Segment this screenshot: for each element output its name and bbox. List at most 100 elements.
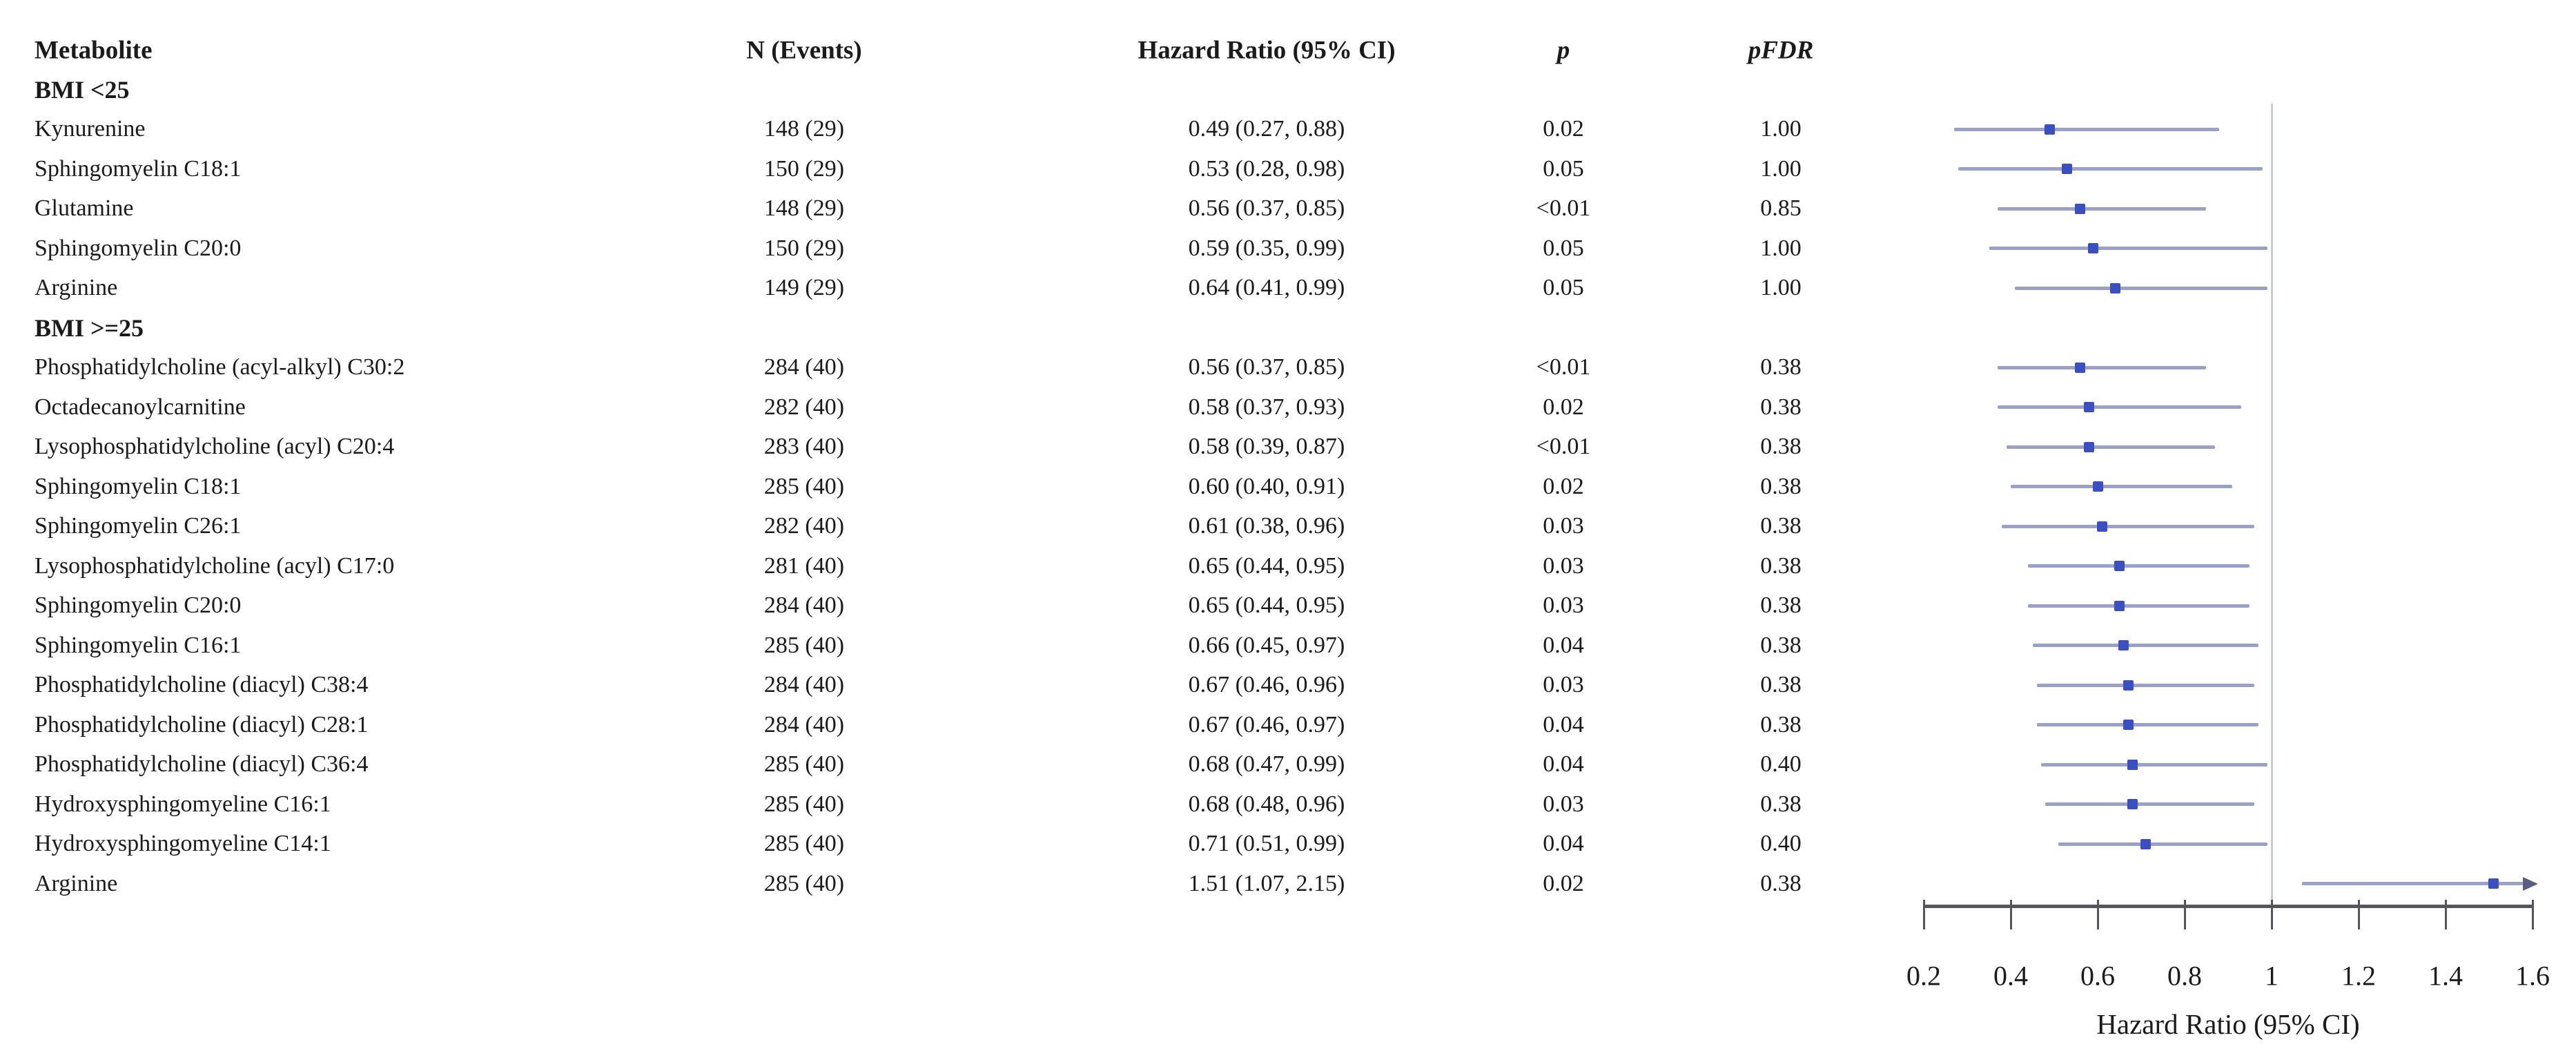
table-row: Sphingomyelin C18:1 285 (40) 0.60 (0.40, 0…	[0, 467, 2576, 506]
metabolite-name: Arginine	[35, 870, 118, 896]
hr-point-marker	[2083, 402, 2094, 412]
table-row: Octadecanoylcarnitine 282 (40) 0.58 (0.37,…	[0, 387, 2576, 427]
ci-line	[2032, 644, 2259, 647]
p-value: 0.03	[1543, 791, 1584, 817]
n-events-value: 150 (29)	[763, 155, 845, 182]
reference-line	[2270, 104, 2273, 905]
hr-ci-value: 0.61 (0.38, 0.96)	[1188, 513, 1345, 539]
metabolite-name: Lysophosphatidylcholine (acyl) C17:0	[35, 552, 395, 579]
hr-ci-value: 0.53 (0.28, 0.98)	[1188, 155, 1345, 182]
p-value: 0.02	[1543, 116, 1584, 142]
hr-point-marker	[2123, 720, 2134, 730]
table-row: Sphingomyelin C20:0 150 (29) 0.59 (0.35, 0…	[0, 229, 2576, 268]
forest-row	[0, 546, 2576, 586]
n-events-value: 148 (29)	[763, 195, 845, 221]
n-events-value: 285 (40)	[763, 473, 845, 499]
metabolite-name: Phosphatidylcholine (acyl-alkyl) C30:2	[35, 354, 405, 380]
col-header-p: p	[1557, 36, 1570, 64]
pfdr-value: 0.38	[1760, 632, 1802, 658]
forest-row	[0, 705, 2576, 744]
hr-point-marker	[2127, 799, 2138, 809]
ci-line	[1998, 365, 2207, 369]
hr-point-marker	[2127, 759, 2138, 770]
p-value: 0.04	[1543, 831, 1584, 856]
metabolite-name: Arginine	[35, 275, 118, 300]
hr-ci-value: 0.58 (0.39, 0.87)	[1188, 434, 1345, 459]
n-events-value: 281 (40)	[763, 552, 845, 579]
hr-ci-value: 0.49 (0.27, 0.88)	[1188, 116, 1345, 142]
p-value: 0.03	[1543, 592, 1584, 618]
hr-point-marker	[2075, 203, 2086, 214]
hr-ci-value: 0.59 (0.35, 0.99)	[1188, 235, 1345, 261]
hr-point-marker	[2045, 124, 2056, 135]
ci-line	[2036, 683, 2254, 687]
col-header-pfdr: pFDR	[1748, 36, 1814, 64]
hr-point-marker	[2123, 680, 2134, 691]
forest-row	[0, 825, 2576, 864]
metabolite-name: Phosphatidylcholine (diacyl) C28:1	[35, 711, 369, 738]
x-axis-tick	[2531, 900, 2534, 929]
n-events-value: 282 (40)	[763, 513, 845, 539]
col-header-n-events: N (Events)	[746, 36, 862, 64]
hr-ci-value: 0.60 (0.40, 0.91)	[1188, 473, 1345, 499]
pfdr-value: 1.00	[1760, 275, 1802, 300]
p-value: <0.01	[1536, 354, 1591, 380]
p-value: <0.01	[1536, 434, 1591, 459]
x-axis-tick-label: 1.4	[2428, 960, 2463, 992]
forest-row	[0, 666, 2576, 705]
hr-ci-value: 0.65 (0.44, 0.95)	[1188, 592, 1345, 618]
metabolite-name: Sphingomyelin C26:1	[35, 513, 242, 539]
ci-line	[2006, 445, 2216, 449]
hr-ci-value: 0.67 (0.46, 0.96)	[1188, 672, 1345, 697]
metabolite-name: Sphingomyelin C18:1	[35, 473, 242, 499]
p-value: 0.02	[1543, 394, 1584, 420]
hr-ci-value: 0.56 (0.37, 0.85)	[1188, 195, 1345, 221]
ci-line	[2036, 723, 2259, 726]
n-events-value: 284 (40)	[763, 592, 845, 618]
metabolite-name: Sphingomyelin C20:0	[35, 592, 242, 618]
table-row: Sphingomyelin C20:0 284 (40) 0.65 (0.44, 0…	[0, 586, 2576, 626]
n-events-value: 285 (40)	[763, 632, 845, 658]
section-row: BMI >=25	[0, 308, 2576, 347]
ci-line	[2028, 564, 2250, 568]
n-events-value: 282 (40)	[763, 394, 845, 420]
x-axis-tick-label: 1.6	[2515, 960, 2550, 992]
forest-row	[0, 348, 2576, 387]
table-row: Phosphatidylcholine (diacyl) C28:1 284 (4…	[0, 705, 2576, 744]
n-events-value: 284 (40)	[763, 354, 845, 380]
hr-point-marker	[2062, 164, 2073, 174]
n-events-value: 285 (40)	[763, 791, 845, 817]
table-header-row: Metabolite N (Events) Hazard Ratio (95% …	[0, 30, 2576, 70]
x-axis-tick	[2183, 900, 2186, 929]
pfdr-value: 0.38	[1760, 870, 1802, 896]
n-events-value: 149 (29)	[763, 275, 845, 300]
ci-line	[1998, 206, 2207, 211]
x-axis-tick-label: 0.8	[2167, 960, 2202, 992]
table-row: Hydroxysphingomyeline C16:1 285 (40) 0.68 …	[0, 784, 2576, 824]
metabolite-name: Phosphatidylcholine (diacyl) C38:4	[35, 672, 369, 697]
p-value: <0.01	[1536, 195, 1591, 221]
x-axis-tick	[2444, 900, 2447, 929]
x-axis-tick-label: 0.4	[1993, 960, 2028, 992]
metabolite-name: Sphingomyelin C20:0	[35, 235, 242, 261]
p-value: 0.03	[1543, 552, 1584, 579]
hr-point-marker	[2075, 362, 2086, 373]
metabolite-name: Sphingomyelin C16:1	[35, 632, 242, 658]
table-row: Arginine 285 (40) 1.51 (1.07, 2.15) 0.02 0.3…	[0, 864, 2576, 903]
n-events-value: 285 (40)	[763, 831, 845, 856]
forest-row	[0, 507, 2576, 546]
ci-line	[2015, 286, 2267, 290]
n-events-value: 285 (40)	[763, 870, 845, 896]
pfdr-value: 0.38	[1760, 672, 1802, 697]
hr-ci-value: 0.68 (0.48, 0.96)	[1188, 791, 1345, 817]
pfdr-value: 0.38	[1760, 394, 1802, 420]
forest-row	[0, 269, 2576, 308]
pfdr-value: 1.00	[1760, 155, 1802, 182]
ci-line	[2058, 842, 2267, 846]
table-row: Phosphatidylcholine (diacyl) C36:4 285 (4…	[0, 745, 2576, 784]
hr-point-marker	[2109, 282, 2120, 293]
p-value: 0.02	[1543, 473, 1584, 499]
p-value: 0.05	[1543, 275, 1584, 300]
col-header-metabolite: Metabolite	[35, 36, 153, 64]
